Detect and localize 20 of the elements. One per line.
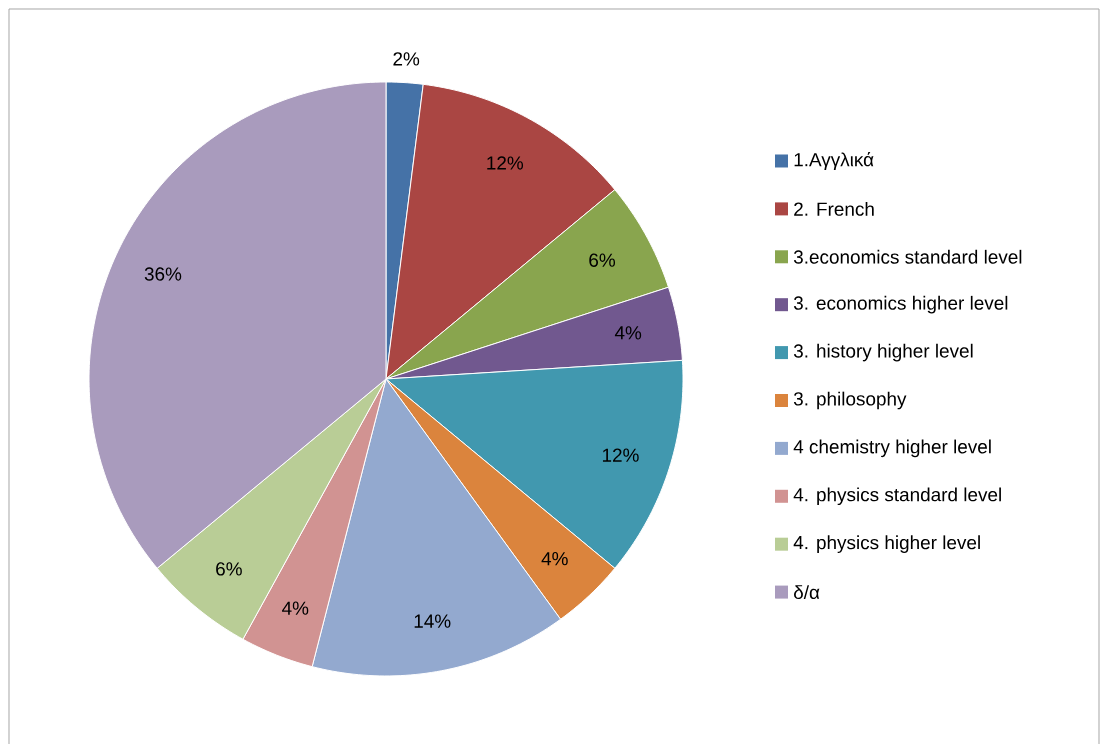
- legend-label: 1.Αγγλικά: [794, 151, 874, 171]
- legend-label: δ/α: [794, 585, 820, 600]
- legend-label: 2. French: [794, 201, 874, 216]
- legend-label: 3. economics higher level: [793, 295, 1008, 314]
- data-label: 6%: [216, 562, 242, 576]
- data-label: 12%: [602, 448, 639, 462]
- legend-label: 4. physics standard level: [793, 487, 1001, 506]
- data-label: 4%: [282, 601, 309, 615]
- data-label: 4%: [541, 552, 568, 566]
- data-label: 12%: [487, 156, 524, 170]
- legend-label: 3. history higher level: [793, 343, 973, 362]
- data-label: 6%: [589, 253, 616, 267]
- legend-label: 4. physics higher level: [793, 535, 980, 553]
- data-label: 2%: [393, 52, 420, 66]
- data-label: 36%: [144, 267, 182, 281]
- data-label: 4%: [614, 326, 642, 340]
- legend-label: 3.economics standard level: [793, 249, 1022, 264]
- legend-label: 3. philosophy: [793, 391, 907, 410]
- data-label: 14%: [414, 614, 451, 628]
- legend-label: 4 chemistry higher level: [793, 439, 991, 458]
